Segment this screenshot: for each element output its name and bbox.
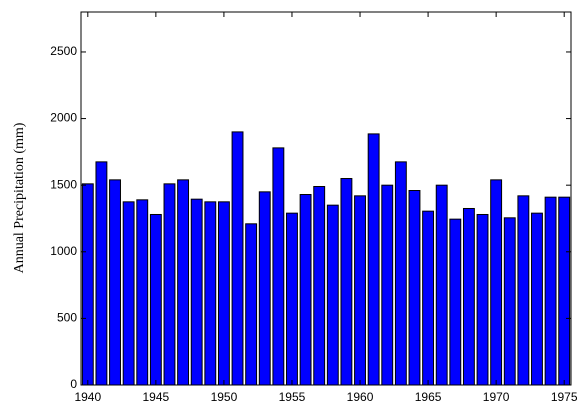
bar [272, 147, 285, 386]
bar [286, 212, 298, 386]
bar [258, 191, 271, 386]
bar [217, 201, 230, 386]
x-tick-label: 1950 [211, 390, 238, 404]
bar [462, 207, 475, 386]
bar [490, 179, 503, 386]
bar [299, 194, 312, 386]
bar [245, 223, 258, 386]
plot-frame [80, 11, 572, 386]
x-tick-label: 1965 [415, 390, 442, 404]
bar [177, 179, 190, 386]
bar [476, 213, 489, 386]
x-tick-label: 1945 [143, 390, 170, 404]
y-tick-label: 500 [57, 311, 77, 325]
bar [204, 201, 217, 386]
bar [231, 131, 244, 386]
bar [81, 183, 94, 386]
bar [136, 199, 149, 386]
y-tick-label: 2000 [50, 111, 77, 125]
bar [190, 198, 203, 386]
bar [408, 190, 421, 386]
bar [95, 161, 108, 386]
x-tick-label: 1955 [279, 390, 306, 404]
bar [544, 196, 557, 386]
bar [503, 217, 516, 386]
x-tick-label: 1975 [551, 390, 578, 404]
x-tick-label: 1940 [74, 390, 101, 404]
bar [340, 178, 353, 386]
bar [517, 195, 530, 386]
bar [109, 179, 121, 386]
bar [149, 213, 162, 386]
bar [163, 183, 176, 386]
bar [381, 184, 394, 386]
y-tick-label: 0 [70, 377, 77, 391]
bar [367, 133, 380, 386]
bar [313, 186, 326, 386]
bar [449, 218, 462, 386]
bar [422, 210, 435, 386]
bar [354, 195, 366, 386]
bar [394, 161, 407, 386]
y-tick-label: 2500 [50, 44, 77, 58]
y-tick-label: 1500 [50, 177, 77, 191]
bar [326, 204, 339, 386]
bar [435, 184, 448, 386]
bar [122, 201, 135, 386]
bar [558, 196, 571, 386]
x-tick-label: 1970 [483, 390, 510, 404]
x-tick-label: 1960 [347, 390, 374, 404]
y-tick-label: 1000 [50, 244, 77, 258]
y-axis-label: Annual Precipitation (mm) [12, 122, 27, 273]
bar [531, 212, 543, 386]
